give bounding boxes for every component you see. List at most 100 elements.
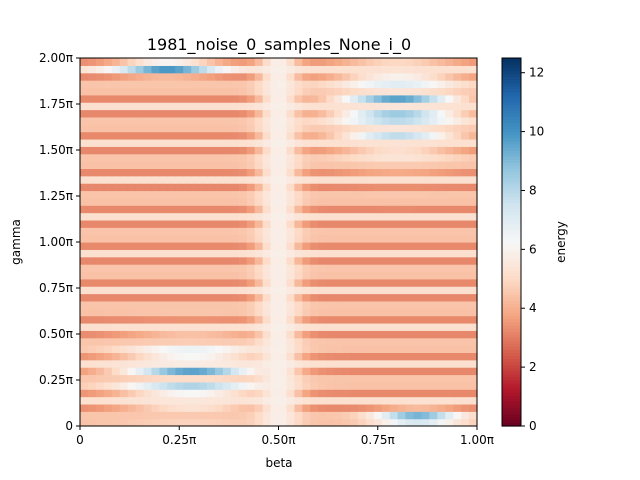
heatmap-cell: [357, 411, 367, 420]
heatmap-cell: [342, 396, 351, 405]
heatmap-cell: [302, 138, 311, 147]
heatmap-cell: [119, 352, 129, 361]
heatmap-cell: [127, 212, 137, 221]
heatmap-cell: [469, 337, 478, 346]
heatmap-cell: [437, 403, 446, 412]
heatmap-cells: [80, 58, 478, 427]
heatmap-cell: [199, 374, 208, 383]
heatmap-cell: [421, 352, 430, 361]
colorbar-segment: [502, 131, 521, 136]
heatmap-cell: [421, 65, 430, 74]
heatmap-cell: [103, 286, 113, 295]
heatmap-cell: [397, 58, 407, 66]
heatmap-cell: [254, 161, 264, 169]
heatmap-cell: [278, 352, 288, 361]
heatmap-cell: [119, 116, 129, 125]
heatmap-cell: [397, 293, 407, 302]
colorbar-segment: [502, 416, 521, 421]
heatmap-cell: [199, 286, 208, 295]
heatmap-cell: [437, 418, 446, 427]
heatmap-cell: [413, 109, 423, 118]
heatmap-cell: [207, 308, 216, 317]
heatmap-cell: [413, 256, 423, 265]
heatmap-cell: [302, 315, 311, 324]
heatmap-cell: [127, 411, 137, 420]
heatmap-cell: [127, 146, 137, 155]
heatmap-cell: [453, 271, 462, 280]
heatmap-cell: [191, 146, 200, 155]
heatmap-cell: [413, 65, 423, 74]
heatmap-cell: [413, 286, 423, 295]
heatmap-cell: [191, 234, 200, 243]
heatmap-cell: [397, 131, 407, 140]
heatmap-cell: [397, 168, 407, 177]
heatmap-cell: [357, 418, 367, 427]
heatmap-cell: [286, 293, 295, 302]
heatmap-cell: [437, 197, 446, 206]
heatmap-cell: [159, 116, 168, 125]
heatmap-cell: [326, 286, 335, 295]
heatmap-cell: [437, 109, 446, 118]
heatmap-cell: [175, 278, 184, 287]
heatmap-cell: [310, 337, 319, 346]
heatmap-cell: [111, 190, 121, 199]
heatmap-cell: [349, 153, 359, 162]
heatmap-cell: [175, 322, 184, 331]
heatmap-cell: [453, 293, 462, 302]
heatmap-cell: [286, 153, 295, 162]
heatmap-cell: [238, 322, 248, 331]
heatmap-cell: [95, 359, 105, 368]
heatmap-cell: [214, 80, 224, 89]
heatmap-cell: [270, 381, 280, 390]
heatmap-cell: [445, 337, 454, 346]
heatmap-cell: [246, 87, 256, 96]
heatmap-cell: [310, 205, 319, 214]
heatmap-cell: [286, 219, 295, 228]
heatmap-cell: [111, 234, 121, 243]
colorbar-segment: [502, 422, 521, 427]
heatmap-cell: [310, 197, 319, 206]
heatmap-cell: [87, 411, 97, 420]
x-tick-label: 0.25π: [162, 433, 196, 447]
heatmap-cell: [191, 65, 200, 74]
heatmap-cell: [80, 94, 89, 103]
heatmap-cell: [175, 161, 184, 169]
heatmap-cell: [87, 286, 97, 295]
heatmap-cell: [119, 411, 129, 420]
heatmap-cell: [421, 367, 430, 376]
heatmap-cell: [95, 315, 105, 324]
heatmap-cell: [469, 227, 478, 236]
heatmap-cell: [349, 396, 359, 405]
heatmap-cell: [95, 175, 105, 184]
heatmap-cell: [151, 359, 160, 368]
heatmap-cell: [318, 146, 327, 155]
heatmap-cell: [119, 315, 129, 324]
heatmap-cell: [389, 146, 399, 155]
heatmap-cell: [469, 205, 478, 214]
heatmap-cell: [254, 227, 264, 236]
heatmap-cell: [151, 286, 160, 295]
heatmap-cell: [389, 293, 399, 302]
heatmap-cell: [278, 300, 288, 309]
heatmap-cell: [461, 205, 470, 214]
heatmap-cell: [159, 58, 168, 66]
heatmap-cell: [143, 161, 153, 169]
heatmap-cell: [302, 403, 311, 412]
colorbar-segment: [502, 58, 521, 62]
heatmap-cell: [87, 264, 97, 273]
heatmap-cell: [453, 94, 462, 103]
heatmap-cell: [373, 197, 383, 206]
heatmap-cell: [461, 300, 470, 309]
heatmap-cell: [389, 131, 399, 140]
heatmap-cell: [270, 80, 280, 89]
heatmap-cell: [349, 330, 359, 339]
colorbar-segment: [502, 367, 521, 372]
heatmap-cell: [294, 138, 303, 147]
heatmap-cell: [270, 330, 280, 339]
heatmap-cell: [318, 330, 327, 339]
heatmap-cell: [246, 374, 256, 383]
heatmap-cell: [87, 352, 97, 361]
heatmap-cell: [135, 403, 145, 412]
heatmap-cell: [262, 80, 272, 89]
heatmap-cell: [334, 278, 343, 287]
